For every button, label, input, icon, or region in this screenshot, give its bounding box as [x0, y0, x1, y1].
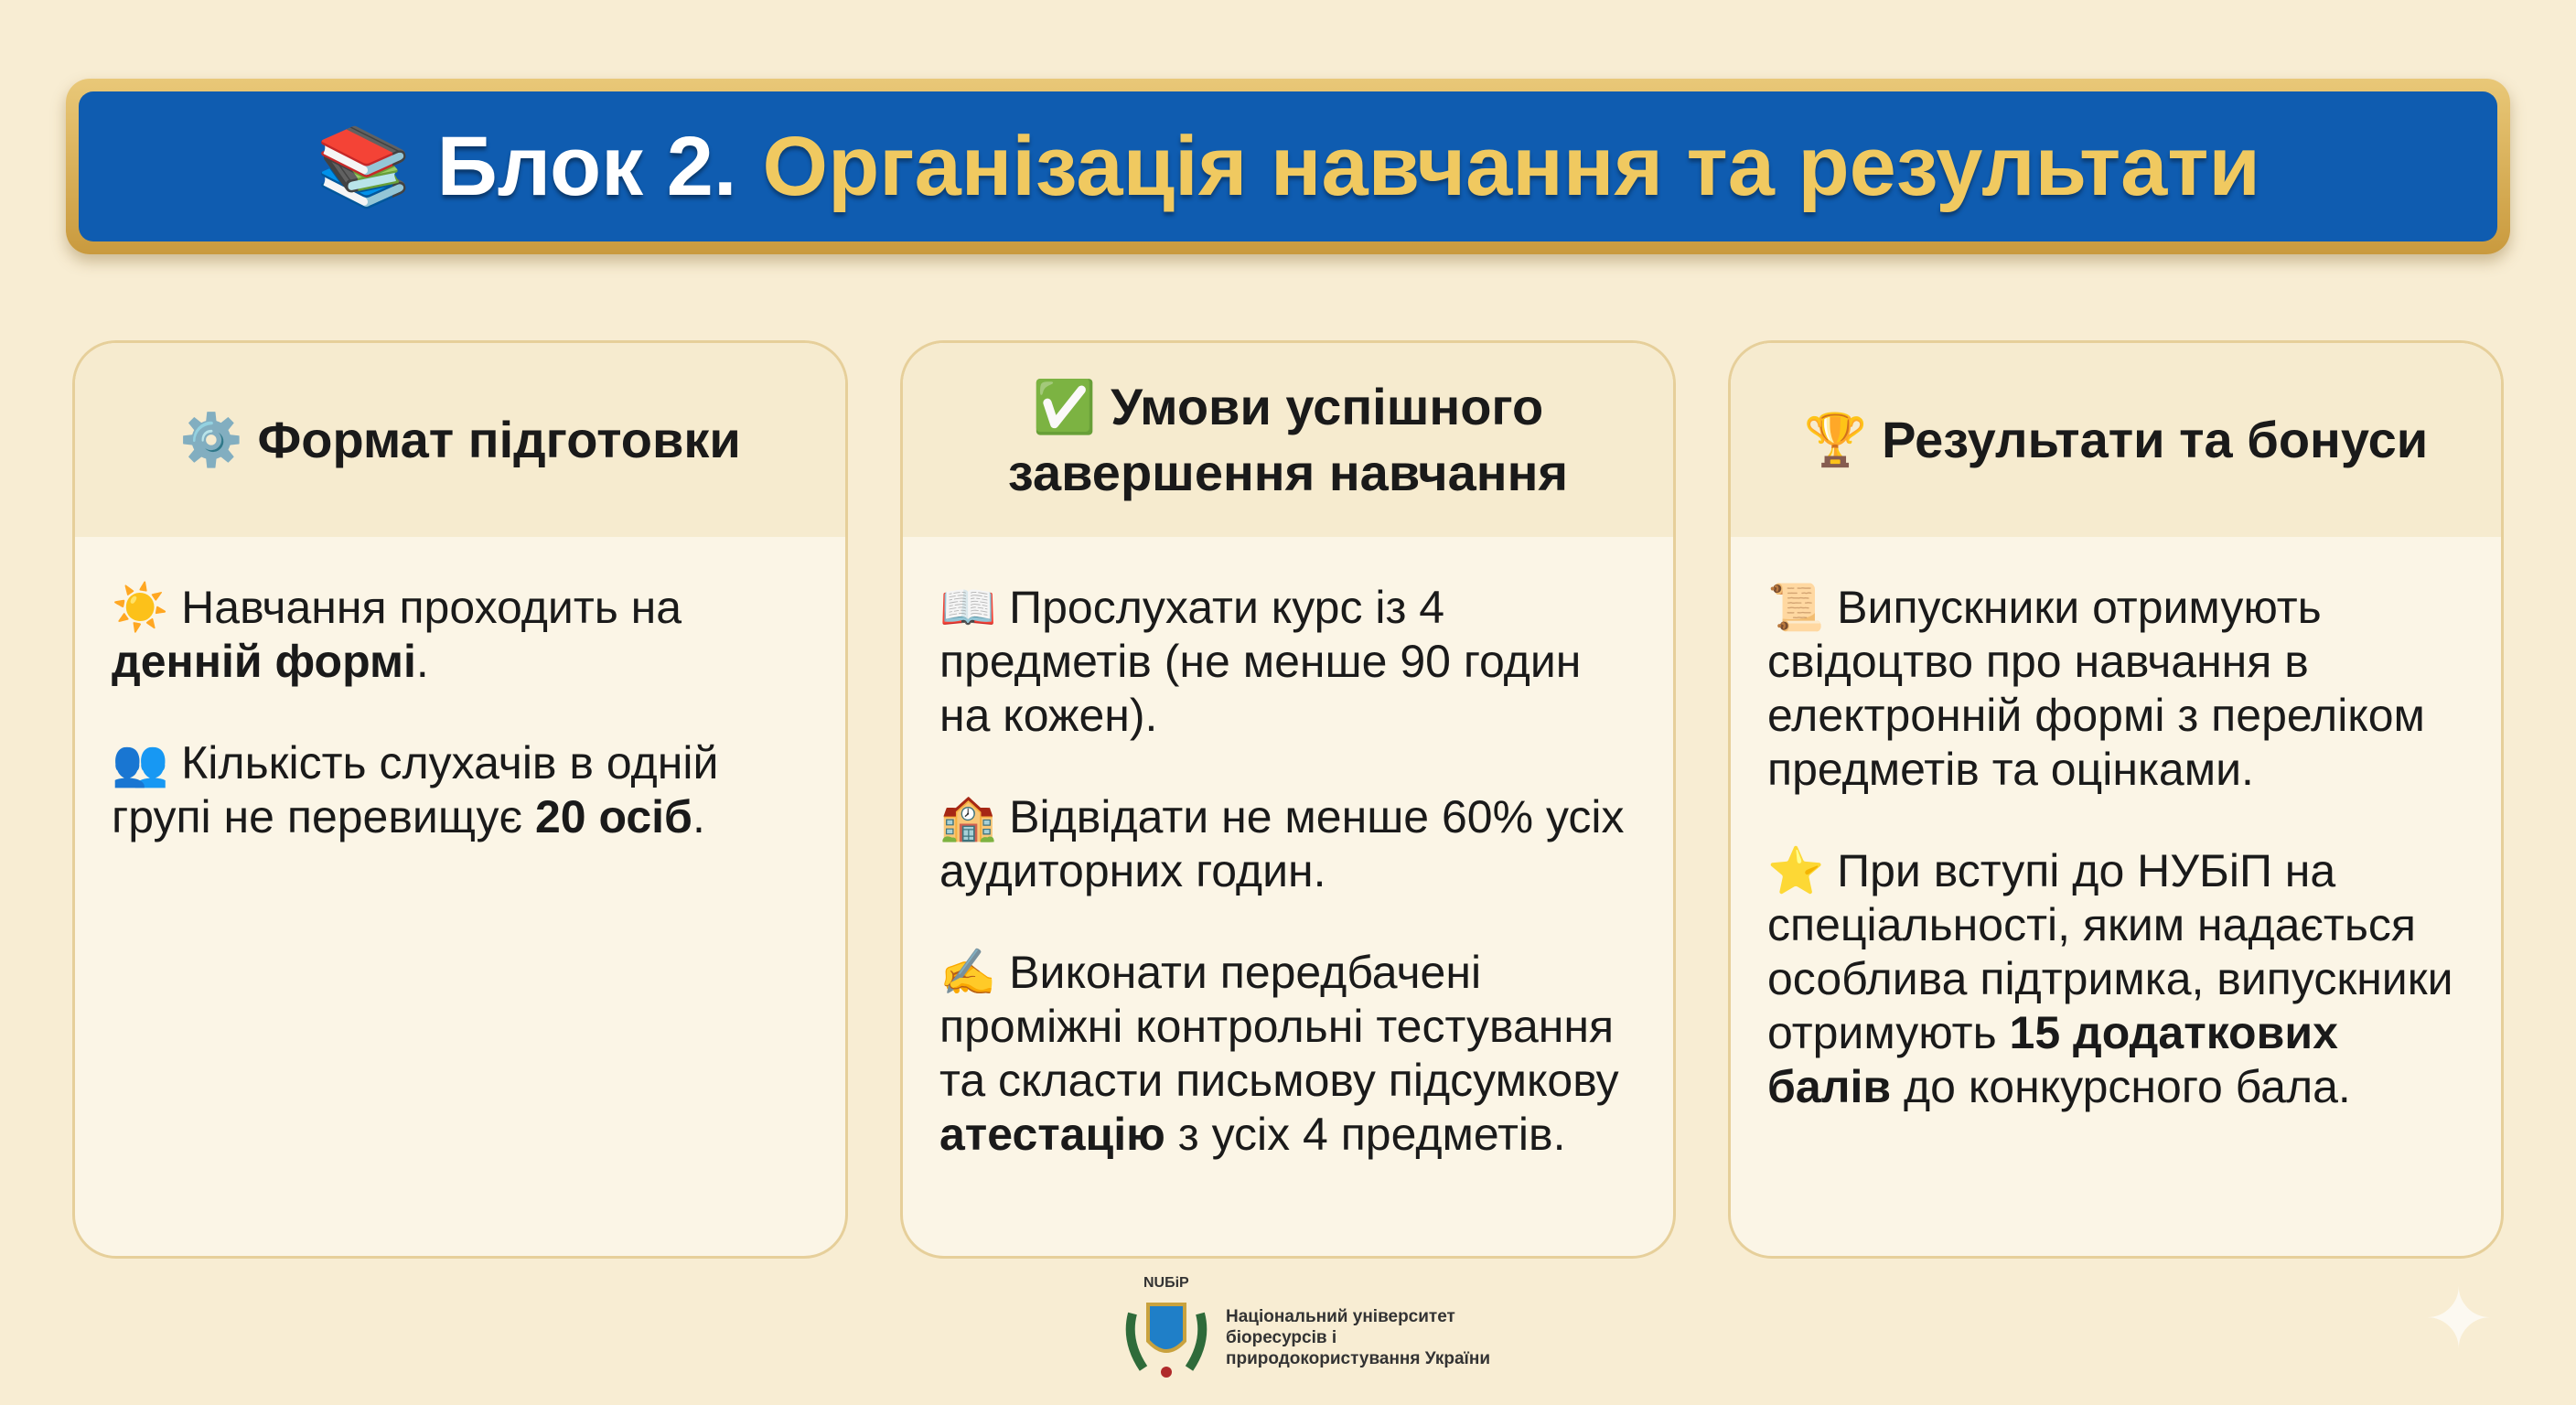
list-item: 👥 Кількість слухачів в одній групі не пе…: [112, 736, 809, 844]
list-item: ☀️ Навчання проходить на денній формі.: [112, 581, 809, 689]
card-heading: ⚙️ Формат підготовки: [75, 343, 845, 537]
title-banner: 📚 Блок 2. Організація навчання та резуль…: [66, 79, 2510, 254]
crest-icon: NUБiP: [1125, 1275, 1208, 1379]
info-card: 🏆 Результати та бонуси 📜 Випускники отрим…: [1728, 340, 2504, 1259]
item-text: до конкурсного бала.: [1891, 1061, 2351, 1112]
emphasis-text: 20 осіб: [534, 791, 692, 842]
card-heading: ✅ Умови успішного завершення навчання: [903, 343, 1673, 537]
university-name-line: біоресурсів і: [1226, 1327, 1337, 1347]
card-heading: 🏆 Результати та бонуси: [1731, 343, 2501, 537]
item-text: Випускники отримують свідоцтво про навча…: [1767, 582, 2425, 795]
info-card: ⚙️ Формат підготовки ☀️ Навчання проходит…: [72, 340, 848, 1259]
list-item: 📜 Випускники отримують свідоцтво про нав…: [1767, 581, 2464, 797]
item-text: Виконати передбачені проміжні контрольні…: [939, 947, 1619, 1106]
scroll-icon: 📜: [1767, 582, 1825, 633]
book-icon: 📖: [939, 582, 997, 633]
emphasis-text: 15 додаткових балів: [1767, 1007, 2338, 1112]
university-logo: NUБiP Національний університет біоресурс…: [1125, 1275, 1491, 1379]
list-item: 🏫 Відвідати не менше 60% усіх аудиторних…: [939, 790, 1637, 898]
item-text: Відвідати не менше 60% усіх аудиторних г…: [939, 791, 1625, 896]
star-icon: ⭐: [1767, 845, 1825, 896]
university-name-line: Національний університет: [1226, 1306, 1455, 1326]
item-text: .: [415, 636, 429, 687]
title-prefix: Блок 2.: [436, 119, 737, 213]
list-item: ✍️ Виконати передбачені проміжні контрол…: [939, 946, 1637, 1162]
item-text: Навчання проходить на: [181, 582, 682, 633]
emphasis-text: атестацію: [939, 1109, 1165, 1160]
page-title: Організація навчання та результати: [762, 119, 2260, 213]
list-item: 📖 Прослухати курс із 4 предметів (не мен…: [939, 581, 1637, 743]
writing-hand-icon: ✍️: [939, 947, 997, 998]
item-text: .: [692, 791, 705, 842]
item-text: з усіх 4 предметів.: [1165, 1109, 1566, 1160]
item-text: Прослухати курс із 4 предметів (не менше…: [939, 582, 1582, 741]
emphasis-text: денній формі: [112, 636, 416, 687]
sun-icon: ☀️: [112, 582, 169, 633]
school-icon: 🏫: [939, 791, 997, 842]
gear-icon: ⚙️: [179, 411, 243, 468]
card-heading-text: Формат підготовки: [257, 411, 741, 468]
item-text: Кількість слухачів в одній групі не пере…: [112, 737, 719, 842]
item-text: При вступі до НУБіП на спеціальності, як…: [1767, 845, 2453, 1058]
list-item: ⭐ При вступі до НУБіП на спеціальності, …: [1767, 844, 2464, 1114]
info-card: ✅ Умови успішного завершення навчання 📖 П…: [900, 340, 1676, 1259]
card-heading-text: Результати та бонуси: [1882, 411, 2429, 468]
people-icon: 👥: [112, 737, 169, 788]
sparkle-icon: ✦: [2424, 1274, 2494, 1366]
books-icon: 📚: [316, 123, 412, 209]
check-icon: ✅: [1032, 378, 1097, 435]
university-name-line: природокористування України: [1226, 1348, 1491, 1368]
card-heading-text: Умови успішного завершення навчання: [1007, 378, 1569, 501]
trophy-icon: 🏆: [1803, 411, 1868, 468]
